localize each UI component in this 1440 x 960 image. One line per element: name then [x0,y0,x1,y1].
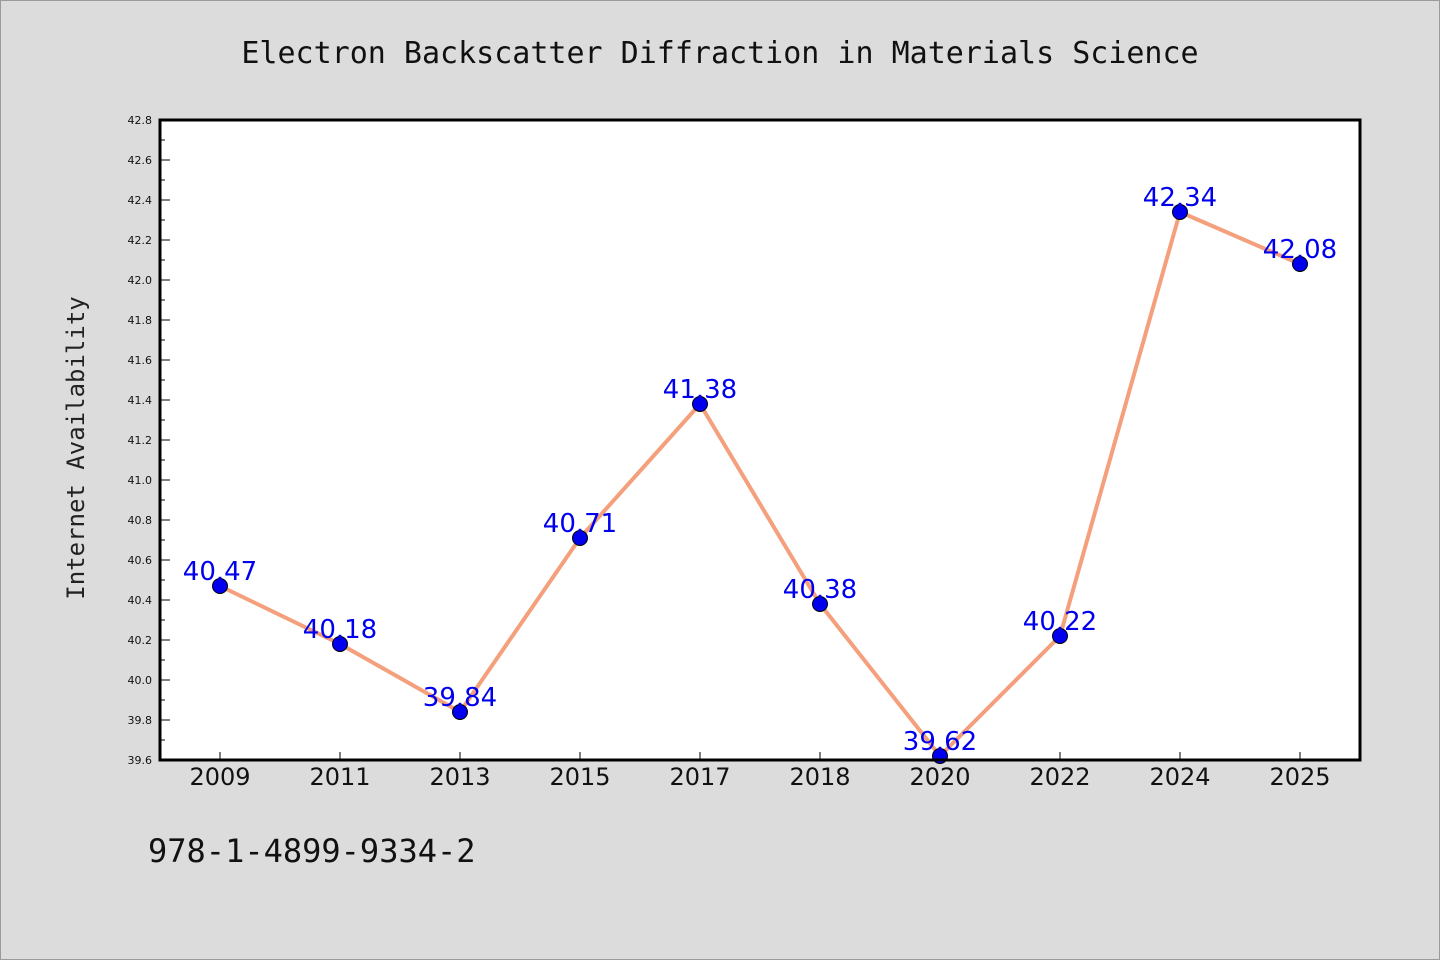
x-tick-label: 2015 [549,763,610,791]
y-tick-label: 41.6 [128,354,153,367]
y-axis-label: Internet Availability [62,296,90,599]
x-tick-label: 2020 [909,763,970,791]
data-label: 40.47 [183,557,257,587]
isbn-text: 978-1-4899-9334-2 [148,832,476,870]
y-tick-label: 40.0 [128,674,153,687]
data-point [452,704,468,720]
y-tick-label: 39.6 [128,754,153,767]
y-tick-label: 42.2 [128,234,153,247]
x-tick-label: 2011 [309,763,370,791]
x-tick-label: 2009 [189,763,250,791]
data-point [1052,628,1068,644]
y-tick-label: 41.8 [128,314,153,327]
data-label: 42.34 [1143,183,1217,213]
data-label: 40.18 [303,615,377,645]
series-line [218,210,1302,758]
data-point [1292,256,1308,272]
data-point [332,636,348,652]
x-tick-label: 2018 [789,763,850,791]
y-tick-label: 42.8 [128,114,153,127]
data-label: 40.22 [1023,607,1097,637]
data-point [1172,204,1188,220]
data-point [692,396,708,412]
data-label: 42.08 [1263,235,1337,265]
data-label: 39.84 [423,683,497,713]
x-axis: 2009 2011 2013 2015 2017 2018 2020 2022 2024 2025 [189,752,1331,791]
x-tick-label: 2013 [429,763,490,791]
y-tick-label: 42.6 [128,154,153,167]
x-tick-label: 2017 [669,763,730,791]
y-tick-label: 41.2 [128,434,153,447]
y-tick-label: 41.4 [128,394,153,407]
y-tick-label: 41.0 [128,474,153,487]
data-label: 41.38 [663,375,737,405]
data-label: 40.71 [543,509,617,539]
data-label: 40.38 [783,575,857,605]
data-point [212,578,228,594]
data-label: 39.62 [903,727,977,757]
y-tick-label: 39.8 [128,714,153,727]
y-tick-label: 40.2 [128,634,153,647]
y-tick-label: 42.0 [128,274,153,287]
y-axis: 39.6 39.8 40.0 40.2 40.4 40.6 40.8 41.0 41.2 41.4… [128,114,170,767]
plot-frame [158,118,1362,762]
x-tick-label: 2025 [1269,763,1330,791]
data-point [812,596,828,612]
chart-title: Electron Backscatter Diffraction in Mate… [241,36,1198,71]
y-tick-label: 40.4 [128,594,153,607]
data-point [572,530,588,546]
series-group: 40.47 40.18 39.84 40.71 41.38 40.38 39.62 40.22… [183,183,1337,764]
y-tick-label: 40.8 [128,514,153,527]
y-tick-label: 40.6 [128,554,153,567]
y-tick-label: 42.4 [128,194,153,207]
x-tick-label: 2024 [1149,763,1210,791]
x-tick-label: 2022 [1029,763,1090,791]
